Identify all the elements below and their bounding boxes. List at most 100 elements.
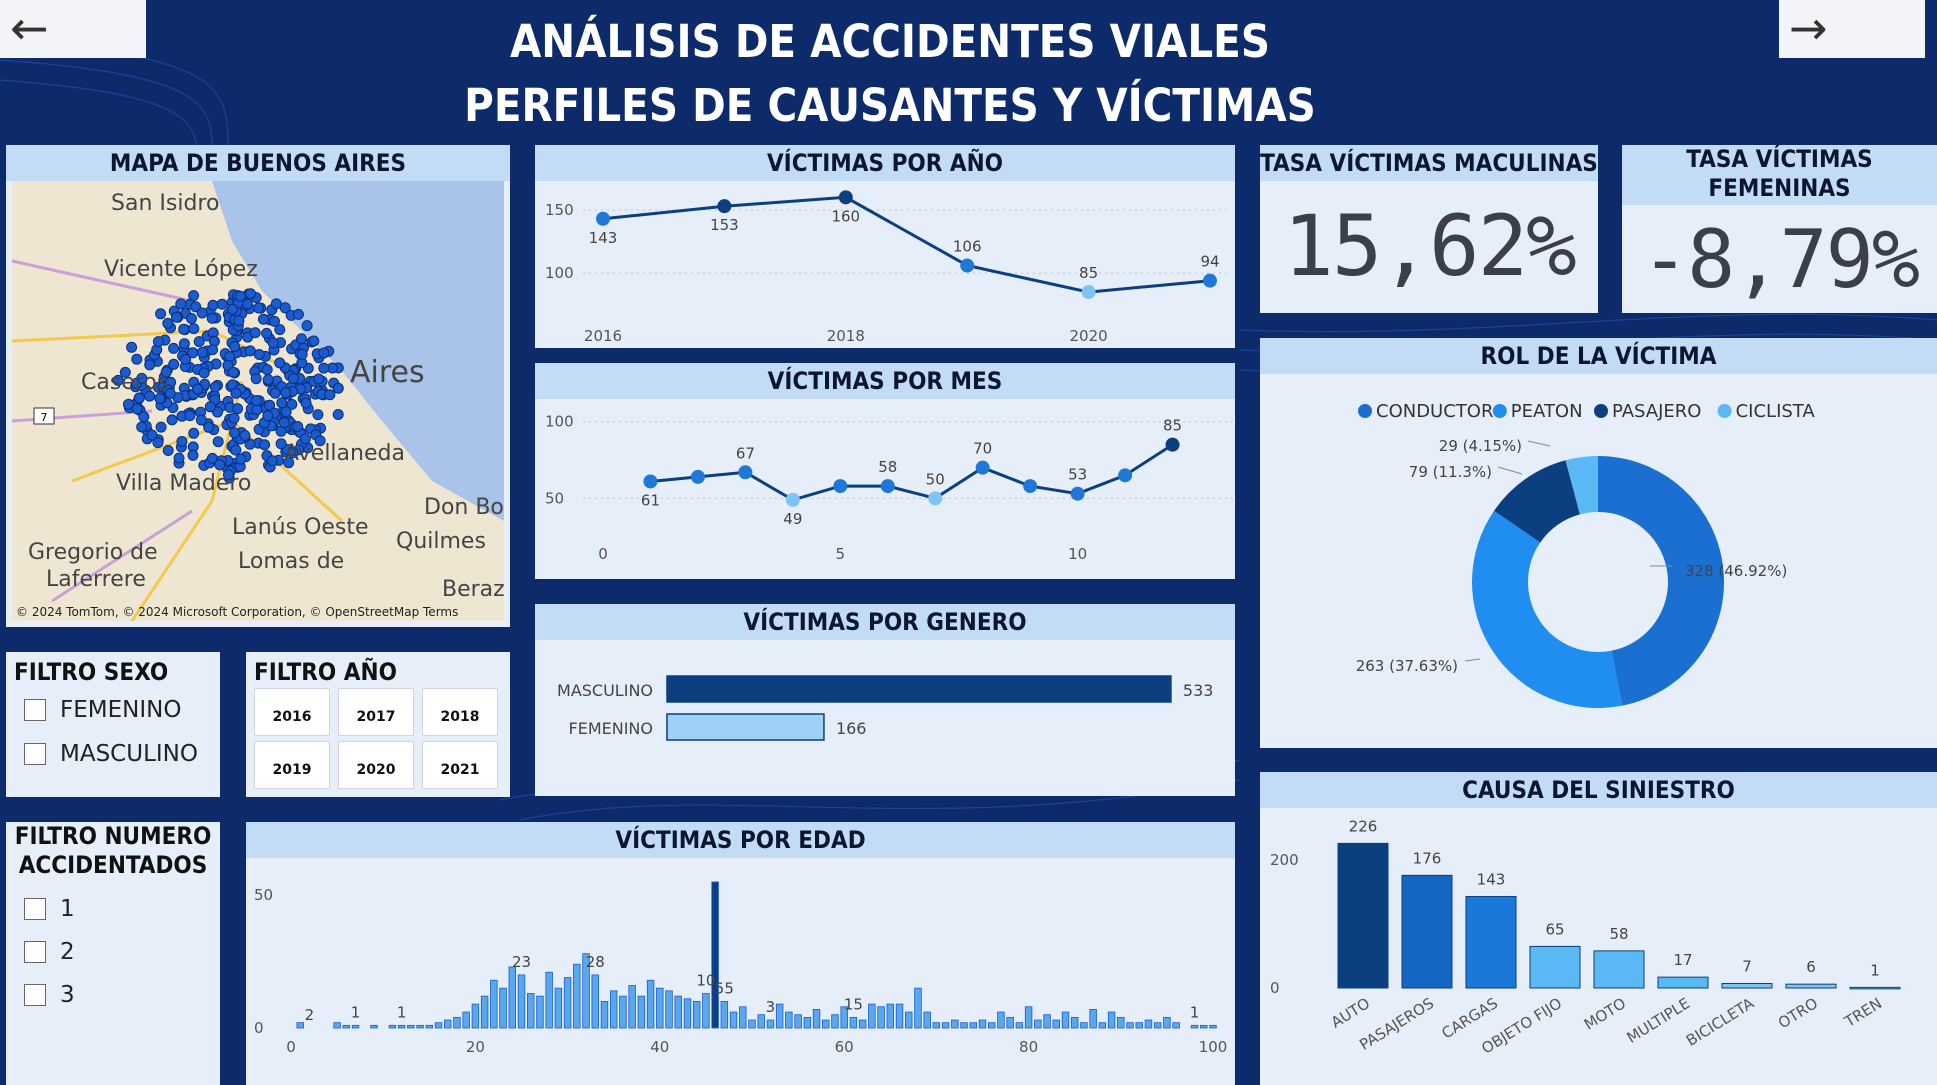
year-button-2021[interactable]: 2021	[422, 741, 498, 789]
map-point[interactable]	[214, 459, 226, 471]
map-point[interactable]	[300, 397, 312, 409]
map-point[interactable]	[280, 406, 292, 418]
map-point[interactable]	[160, 366, 172, 378]
data-point[interactable]	[975, 460, 990, 475]
map-point[interactable]	[122, 398, 134, 410]
bar[interactable]	[1465, 895, 1517, 989]
map-point[interactable]	[204, 401, 216, 413]
map-point[interactable]	[224, 351, 236, 363]
map-point[interactable]	[209, 381, 221, 393]
bar[interactable]	[499, 987, 507, 1029]
bar[interactable]	[720, 1001, 729, 1029]
data-point[interactable]	[785, 492, 800, 507]
data-point[interactable]	[1165, 437, 1180, 452]
map-point[interactable]	[195, 414, 207, 426]
map-point[interactable]	[206, 312, 218, 324]
map-visual[interactable]: 7	[12, 181, 504, 621]
data-point[interactable]	[1023, 479, 1038, 494]
map-point[interactable]	[155, 421, 167, 433]
map-point[interactable]	[253, 302, 265, 314]
map-point[interactable]	[196, 307, 208, 319]
map-point[interactable]	[279, 302, 291, 314]
map-point[interactable]	[234, 290, 246, 302]
bar[interactable]	[508, 966, 516, 1029]
bar[interactable]	[674, 995, 682, 1029]
bar[interactable]	[434, 1022, 443, 1029]
map-point[interactable]	[162, 317, 174, 329]
map-point[interactable]	[229, 341, 241, 352]
map-point[interactable]	[230, 387, 242, 399]
map-point[interactable]	[318, 362, 330, 374]
bar[interactable]	[785, 1011, 793, 1029]
map-point[interactable]	[171, 311, 182, 323]
bar[interactable]	[877, 1006, 885, 1029]
map-point[interactable]	[228, 366, 239, 378]
bar[interactable]	[444, 1019, 452, 1029]
bar[interactable]	[619, 995, 627, 1029]
map-point[interactable]	[241, 298, 253, 310]
map-point[interactable]	[287, 447, 299, 459]
map-point[interactable]	[269, 315, 280, 327]
map-point[interactable]	[287, 372, 299, 384]
year-button-2018[interactable]: 2018	[422, 688, 498, 736]
map-point[interactable]	[332, 409, 344, 420]
bar[interactable]	[951, 1019, 959, 1029]
map-point[interactable]	[184, 410, 196, 422]
bar[interactable]	[1190, 1024, 1199, 1029]
sex-option-male[interactable]: MASCULINO	[24, 741, 198, 767]
bar[interactable]	[858, 1019, 867, 1029]
map-point[interactable]	[308, 335, 320, 347]
bar[interactable]	[960, 1022, 968, 1029]
map-point[interactable]	[154, 392, 166, 404]
data-point[interactable]	[738, 465, 753, 480]
map-point[interactable]	[146, 429, 158, 441]
map-point[interactable]	[275, 438, 287, 450]
bar[interactable]	[1721, 983, 1773, 989]
map-point[interactable]	[278, 417, 290, 429]
bar[interactable]	[545, 971, 553, 1029]
map-point[interactable]	[155, 308, 167, 320]
bar[interactable]	[462, 1011, 470, 1029]
bar[interactable]	[1657, 976, 1709, 989]
label-leader[interactable]	[1527, 440, 1551, 447]
bar[interactable]	[794, 1014, 802, 1029]
bar[interactable]	[711, 881, 719, 1029]
bar[interactable]	[757, 1014, 765, 1029]
map-point[interactable]	[332, 382, 344, 394]
donut-slice[interactable]	[1598, 456, 1724, 706]
bar[interactable]	[1070, 1016, 1079, 1029]
map-point[interactable]	[164, 387, 176, 399]
bar[interactable]	[1593, 950, 1645, 989]
map-point[interactable]	[250, 373, 262, 385]
bar[interactable]	[932, 1022, 941, 1029]
data-point[interactable]	[960, 258, 975, 273]
map-point[interactable]	[299, 433, 311, 445]
bar[interactable]	[1144, 1019, 1153, 1029]
bar[interactable]	[1200, 1024, 1208, 1029]
map-point[interactable]	[262, 374, 274, 386]
map-point[interactable]	[261, 327, 273, 339]
bar[interactable]	[1126, 1022, 1134, 1029]
bar[interactable]	[766, 1019, 775, 1029]
map-point[interactable]	[251, 404, 263, 416]
bar[interactable]	[941, 1022, 950, 1029]
map-point[interactable]	[186, 313, 197, 324]
bar[interactable]	[683, 998, 692, 1029]
bar[interactable]	[988, 1022, 996, 1029]
map-point[interactable]	[296, 333, 307, 345]
map-point[interactable]	[207, 299, 219, 311]
year-button-2017[interactable]: 2017	[338, 688, 414, 736]
map-point[interactable]	[313, 373, 325, 385]
bar[interactable]	[895, 1003, 904, 1029]
data-point[interactable]	[928, 491, 943, 506]
map-point[interactable]	[168, 342, 180, 354]
map-point[interactable]	[162, 445, 174, 456]
map-point[interactable]	[144, 359, 156, 371]
bar[interactable]	[563, 977, 572, 1029]
map-point[interactable]	[276, 397, 288, 409]
bar[interactable]	[536, 995, 544, 1029]
map-point[interactable]	[168, 358, 180, 370]
year-button-2016[interactable]: 2016	[254, 688, 330, 736]
bar[interactable]	[296, 1022, 304, 1029]
bar[interactable]	[666, 675, 1172, 703]
